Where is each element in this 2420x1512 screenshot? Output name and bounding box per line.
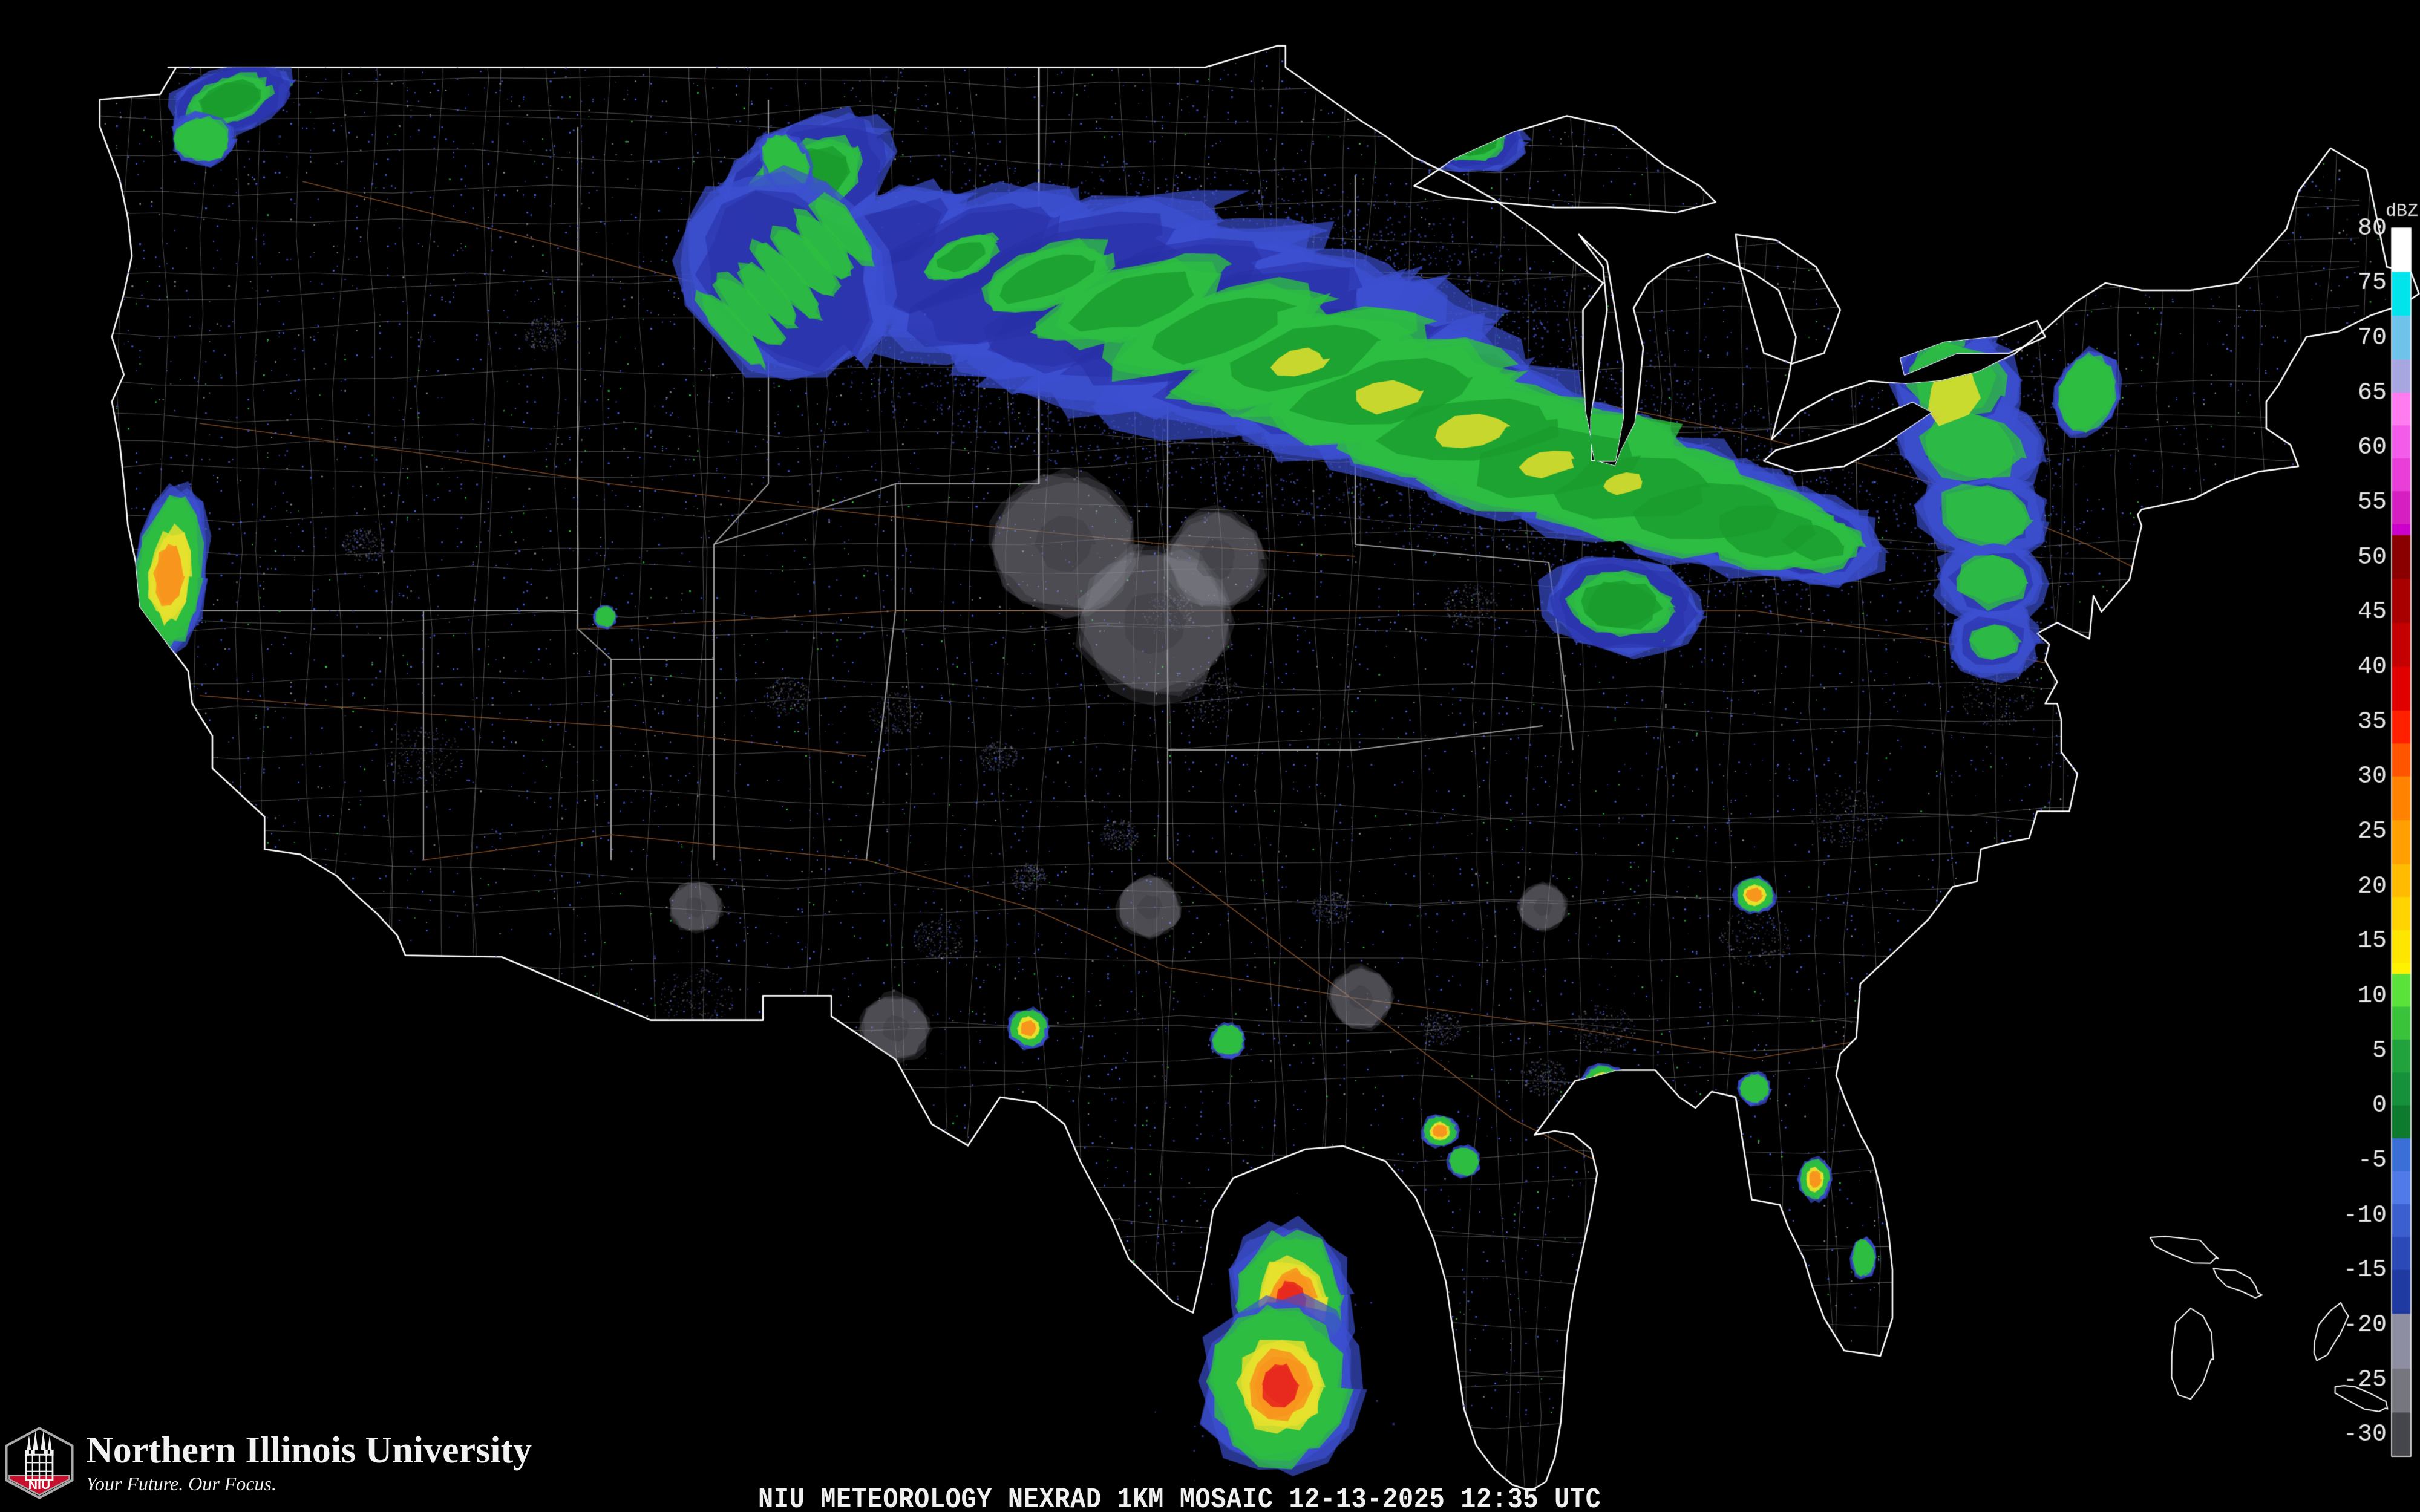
- svg-text:NIU: NIU: [28, 1478, 50, 1492]
